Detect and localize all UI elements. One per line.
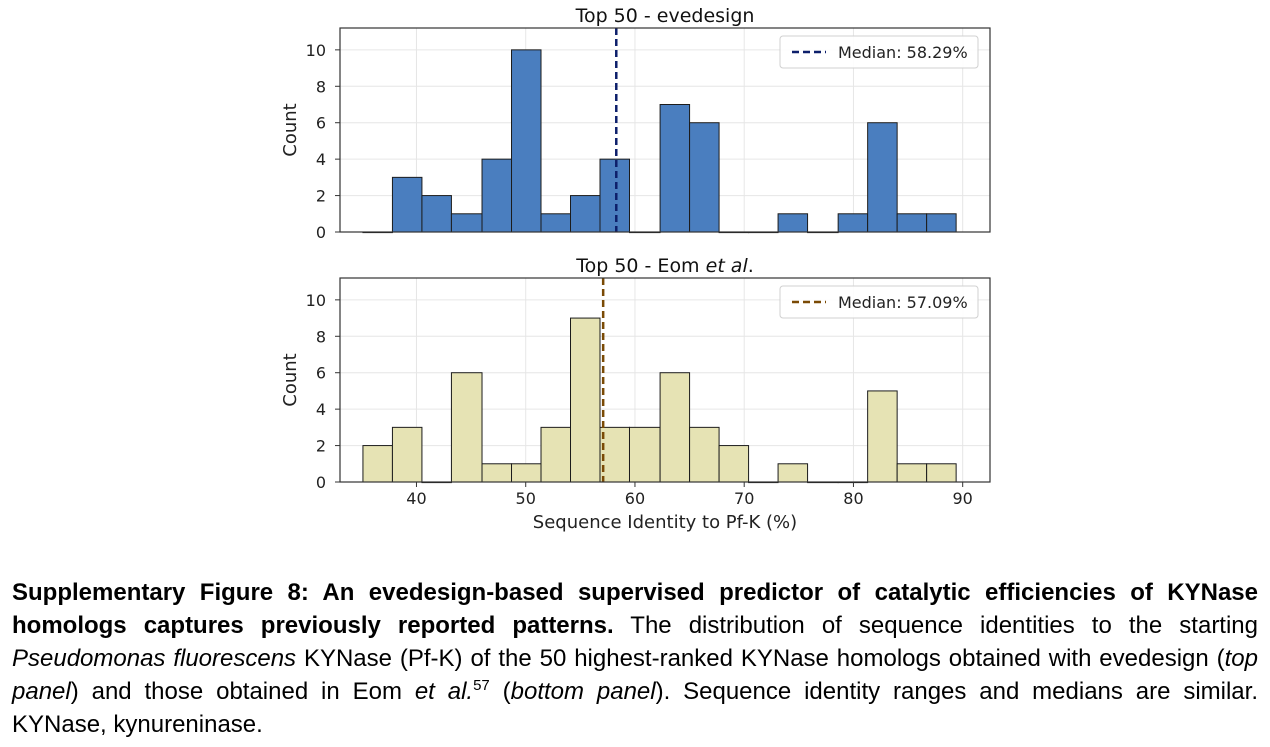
histogram-bar <box>481 158 513 233</box>
x-tick-label: 60 <box>625 489 645 508</box>
y-tick-label: 4 <box>316 400 326 419</box>
histogram-bar <box>599 426 630 483</box>
caption-text-4: ( <box>489 678 511 705</box>
caption-italic-4: bottom panel <box>510 678 656 705</box>
y-tick-label: 10 <box>306 291 326 310</box>
histogram-bar <box>896 463 928 483</box>
histogram-bar <box>540 213 572 233</box>
histogram-bar <box>926 463 957 483</box>
legend-box <box>779 285 979 319</box>
histogram-bar <box>511 49 542 233</box>
histogram-bar <box>362 445 393 483</box>
y-tick-label: 8 <box>316 77 326 96</box>
y-tick-label: 6 <box>316 114 326 133</box>
caption-text-2: KYNase (Pf-K) of the 50 highest-ranked K… <box>296 645 1225 672</box>
histogram-bar <box>718 445 750 483</box>
caption-italic-3: et al. <box>414 678 474 705</box>
top-panel-evedesign: 0 2 4 6 8 10 Count Top 50 - evedesign Median: 58… <box>280 5 991 242</box>
caption-text-1: The distribution of sequence identities … <box>613 612 1258 639</box>
legend: Median: 58.29% <box>779 35 979 69</box>
histogram-bar <box>777 463 809 483</box>
x-tick-label: 40 <box>406 489 426 508</box>
y-tick-label: 0 <box>316 223 326 242</box>
x-tick-label: 70 <box>734 489 754 508</box>
panel-title: Top 50 - Eom et al. <box>575 255 754 277</box>
histogram-figure: 0 2 4 6 8 10 Count Top 50 - evedesign Median: 58… <box>280 5 991 533</box>
plot-frame <box>339 27 991 233</box>
histogram-bar <box>450 213 483 233</box>
figure-caption: Supplementary Figure 8: An evedesign-bas… <box>12 576 1258 741</box>
x-tick-label: 50 <box>516 489 536 508</box>
histogram-bar <box>926 213 957 233</box>
caption-text-3: ) and those obtained in Eom <box>70 678 415 705</box>
histogram-bar <box>421 195 452 233</box>
histogram-bar <box>570 195 601 233</box>
bottom-panel-eom: 0 2 4 6 8 10 40 50 60 70 80 90 Count Sequence Identit… <box>280 255 991 533</box>
legend-box <box>779 35 979 69</box>
histogram-bar <box>628 426 661 483</box>
y-tick-label: 2 <box>316 437 326 456</box>
y-axis-label: Count <box>280 103 301 156</box>
x-tick-label: 80 <box>843 489 863 508</box>
histogram-bar <box>511 463 542 483</box>
histogram-bar <box>777 213 809 233</box>
histogram-bar <box>540 426 572 483</box>
histogram-bar <box>481 463 513 483</box>
histogram-bar <box>689 426 720 483</box>
histogram-bar <box>599 158 630 233</box>
x-axis-label: Sequence Identity to Pf-K (%) <box>533 512 797 533</box>
y-axis-label: Count <box>280 353 301 406</box>
histogram-bar <box>689 122 720 233</box>
histogram-bar <box>659 372 691 483</box>
caption-text-5: ). Sequence identity ranges and medians … <box>12 678 1258 738</box>
y-tick-label: 6 <box>316 364 326 383</box>
x-tick-label: 90 <box>953 489 973 508</box>
legend-label: Median: 57.09% <box>838 293 968 312</box>
y-tick-label: 8 <box>316 327 326 346</box>
histogram-bar <box>391 176 423 233</box>
caption-reference: 57 <box>473 677 490 694</box>
legend: Median: 57.09% <box>779 285 979 319</box>
y-tick-label: 0 <box>316 473 326 492</box>
histogram-bar <box>659 104 691 233</box>
histogram-bar <box>867 122 898 233</box>
histogram-bar <box>391 426 423 483</box>
histogram-bar <box>867 390 898 483</box>
caption-italic-2: top panel <box>12 645 1258 705</box>
legend-label: Median: 58.29% <box>838 43 968 62</box>
histogram-bar <box>896 213 928 233</box>
caption-bold: Supplementary Figure 8: An evedesign-bas… <box>12 579 1258 639</box>
histogram-bar <box>837 213 869 233</box>
y-tick-label: 10 <box>306 41 326 60</box>
histogram-bar <box>570 317 601 483</box>
histogram-bar <box>450 372 483 483</box>
plot-frame <box>339 277 991 483</box>
caption-italic-1: Pseudomonas fluorescens <box>12 645 297 672</box>
panel-title: Top 50 - evedesign <box>575 5 755 27</box>
y-tick-label: 4 <box>316 150 326 169</box>
y-tick-label: 2 <box>316 187 326 206</box>
